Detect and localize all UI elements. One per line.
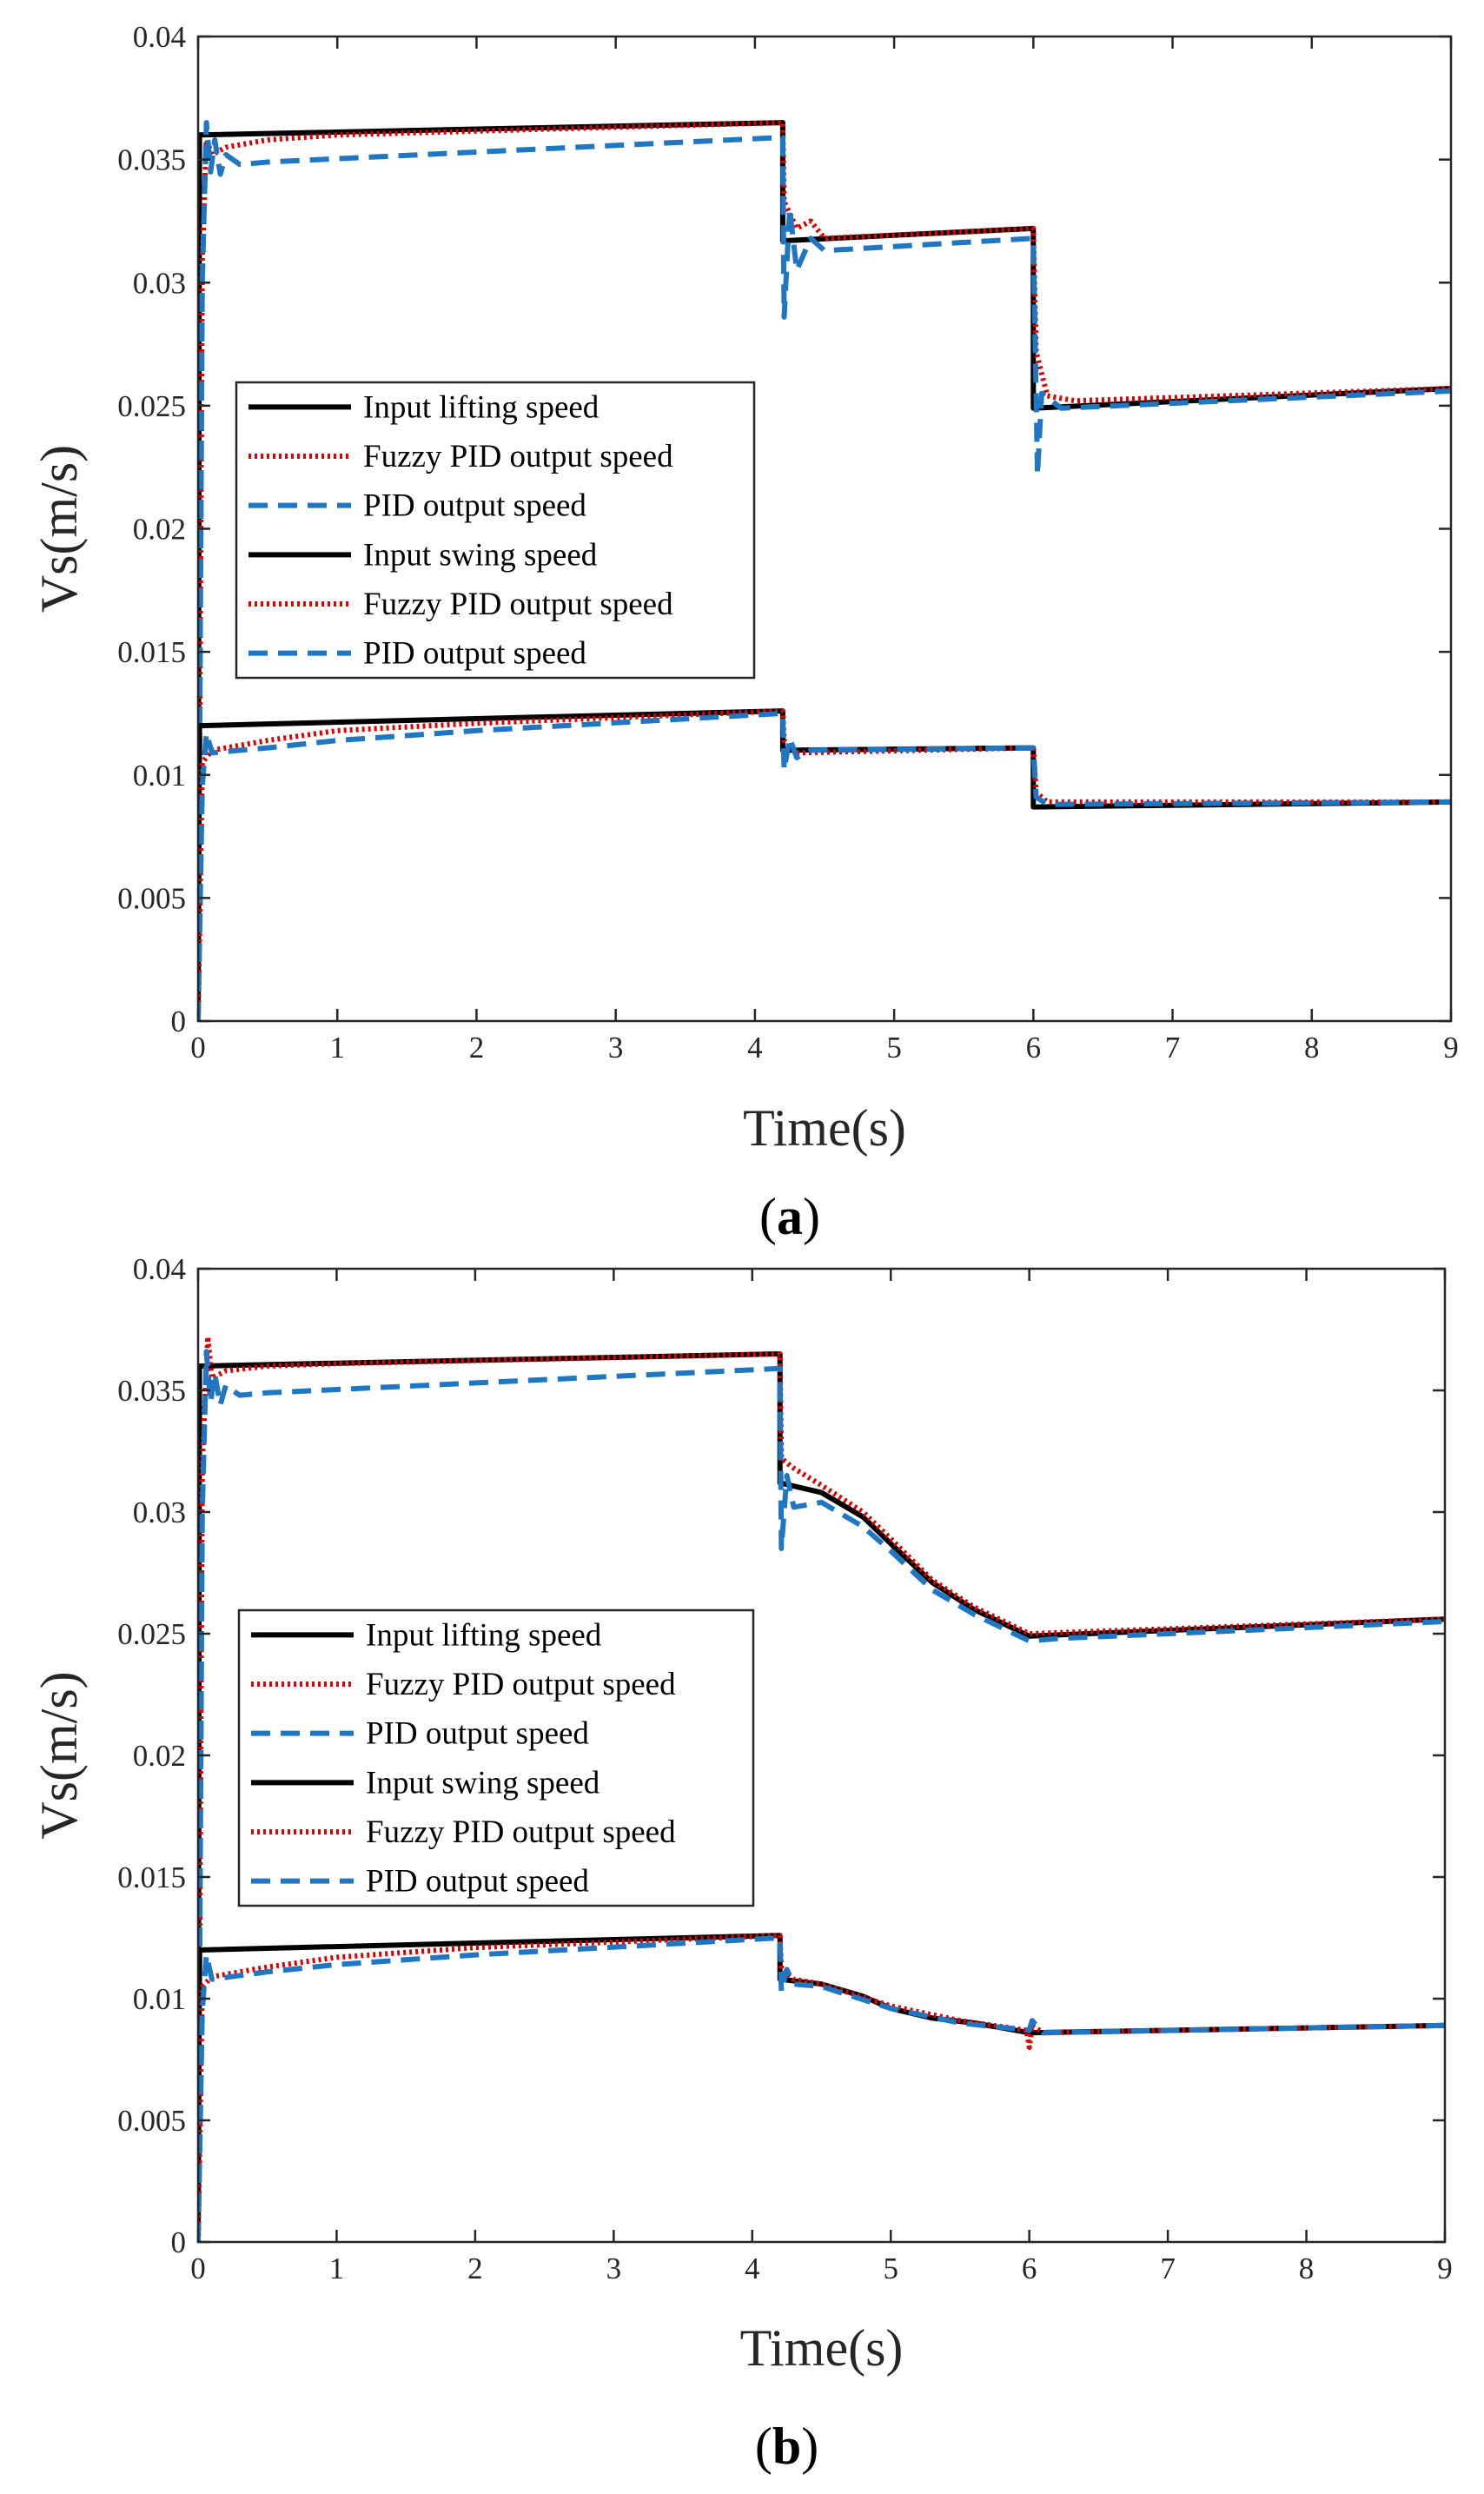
x-tick-label: 3: [608, 1031, 624, 1065]
y-tick-label: 0.04: [133, 1252, 186, 1286]
legend-label-0: Input lifting speed: [363, 389, 600, 425]
legend-label-4: Fuzzy PID output speed: [363, 587, 673, 622]
panel-a: 0 1 2 3 4 5 6 7 8 9 0 0.005 0.01 0.015 0.02 0.025 0.03 0.…: [30, 20, 1459, 1245]
legend-label-0: Input lifting speed: [366, 1617, 602, 1653]
x-tick-label: 7: [1165, 1031, 1181, 1065]
y-tick-label: 0.035: [117, 1374, 186, 1408]
y-axis-label: Vs(m/s): [30, 1671, 88, 1839]
x-tick-label: 6: [1026, 1031, 1042, 1065]
x-tick-label: 1: [329, 1031, 345, 1065]
x-tick-label: 5: [886, 1031, 902, 1065]
x-tick-label: 0: [190, 2252, 206, 2285]
y-tick-label: 0.005: [117, 881, 186, 915]
y-tick-label: 0.015: [117, 1861, 186, 1894]
y-tick-label: 0.025: [117, 1617, 186, 1651]
y-tick-label: 0.02: [133, 513, 186, 547]
y-tick-label: 0.04: [133, 20, 186, 54]
series-line-2: [198, 1349, 1445, 2242]
legend-label-3: Input swing speed: [363, 537, 598, 573]
x-tick-label: 8: [1304, 1031, 1320, 1065]
y-tick-label: 0.005: [117, 2104, 186, 2138]
series-line-3: [198, 1933, 1445, 2242]
legend-box: [237, 1608, 755, 1907]
legend-label-5: PID output speed: [366, 1864, 589, 1900]
legend-label-3: Input swing speed: [366, 1765, 600, 1801]
series-line-4: [198, 1933, 1445, 2242]
x-axis-label: Time(s): [743, 1099, 906, 1157]
x-axis-label: Time(s): [740, 2319, 904, 2377]
series-line-5: [198, 1935, 1445, 2242]
legend-label-1: Fuzzy PID output speed: [366, 1667, 676, 1702]
legend-label-4: Fuzzy PID output speed: [366, 1814, 676, 1850]
x-tick-label: 2: [469, 1031, 485, 1065]
series-group: [198, 120, 1451, 1021]
legend-label-5: PID output speed: [363, 636, 586, 672]
x-tick-label: 9: [1443, 1031, 1459, 1065]
y-tick-label: 0.03: [133, 266, 186, 300]
legend-box: [235, 381, 756, 680]
x-tick-label: 1: [329, 2252, 345, 2285]
y-tick-label: 0.015: [117, 635, 186, 669]
series-line-2: [198, 120, 1451, 1021]
y-tick-label: 0.03: [133, 1496, 186, 1529]
y-tick-label: 0.01: [133, 1982, 186, 2016]
series-group: [198, 1334, 1445, 2242]
y-tick-label: 0.035: [117, 143, 186, 177]
panel-b: 0 1 2 3 4 5 6 7 8 9 0 0.005 0.01 0.015 0.02 0.025 0.03 0.…: [30, 1252, 1453, 2475]
legend: Input lifting speed Fuzzy PID output spee…: [237, 1608, 755, 1907]
legend: Input lifting speed Fuzzy PID output spee…: [235, 381, 756, 680]
y-tick-label: 0.025: [117, 389, 186, 423]
x-tick-label: 0: [190, 1031, 206, 1065]
panel-label: (b): [755, 2418, 818, 2475]
y-axis-label: Vs(m/s): [30, 445, 88, 613]
y-tick-label: 0: [171, 2225, 187, 2259]
y-tick-label: 0: [171, 1005, 187, 1038]
panel-letter: a: [777, 1188, 803, 1245]
x-tick-label: 4: [745, 2252, 760, 2285]
series-line-1: [198, 1334, 1445, 2242]
x-tick-label: 9: [1437, 2252, 1453, 2285]
x-tick-label: 5: [883, 2252, 898, 2285]
legend-label-2: PID output speed: [363, 488, 586, 524]
x-tick-label: 7: [1160, 2252, 1176, 2285]
x-tick-label: 2: [467, 2252, 483, 2285]
series-line-5: [198, 710, 1451, 1021]
panel-letter: b: [772, 2418, 801, 2475]
x-tick-label: 4: [747, 1031, 763, 1065]
x-tick-label: 8: [1299, 2252, 1315, 2285]
panel-label: (a): [759, 1188, 820, 1245]
x-tick-label: 6: [1022, 2252, 1037, 2285]
legend-label-1: Fuzzy PID output speed: [363, 439, 673, 474]
x-tick-label: 3: [606, 2252, 622, 2285]
legend-label-2: PID output speed: [366, 1716, 589, 1752]
y-tick-label: 0.02: [133, 1739, 186, 1773]
y-tick-label: 0.01: [133, 759, 186, 793]
